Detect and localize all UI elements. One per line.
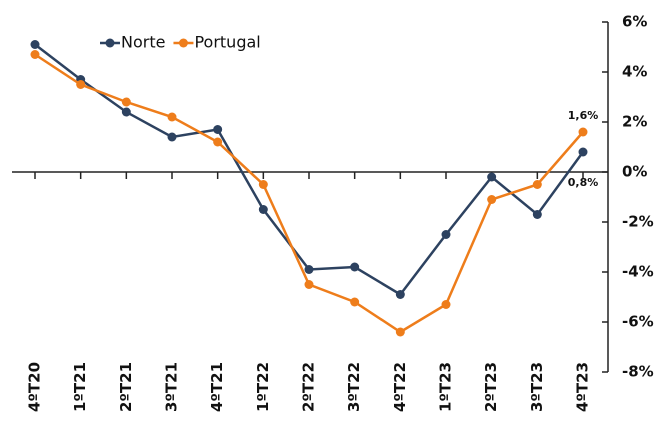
data-point: [167, 132, 177, 142]
data-point: [350, 297, 360, 307]
data-point: [578, 147, 588, 157]
data-point: [213, 137, 223, 147]
data-point: [350, 262, 360, 272]
y-tick-label: 0%: [622, 163, 647, 181]
data-point: [258, 180, 268, 189]
x-tick-label: 4ºT20: [26, 362, 44, 412]
data-point: [167, 112, 177, 122]
y-tick-label: -6%: [622, 313, 654, 331]
x-tick-label: 2ºT22: [300, 362, 318, 412]
x-tick-label: 1ºT23: [437, 362, 455, 412]
y-tick-label: -8%: [622, 363, 654, 381]
x-tick-label: 4ºT22: [391, 362, 409, 412]
data-point: [121, 107, 131, 117]
data-point: [30, 50, 40, 59]
data-point: [441, 230, 451, 239]
x-tick-label: 1ºT22: [254, 362, 272, 412]
data-point: [213, 125, 223, 134]
y-tick-label: -4%: [622, 263, 654, 281]
x-tick-label: 3ºT23: [528, 362, 546, 412]
data-point: [441, 300, 451, 309]
x-tick-label: 3ºT21: [163, 362, 181, 412]
data-point: [532, 180, 542, 189]
data-point: [30, 40, 40, 49]
y-tick-label: 2%: [622, 113, 647, 131]
series-line: [34, 53, 584, 334]
y-tick-label: 6%: [622, 13, 647, 31]
x-tick-label: 2ºT23: [482, 362, 500, 412]
x-tick-label: 4ºT23: [574, 362, 592, 412]
y-tick-label: -2%: [622, 213, 654, 231]
legend-label: Portugal: [194, 33, 260, 52]
data-label: 1,6%: [568, 109, 599, 122]
x-tick-label: 2ºT21: [117, 362, 135, 412]
data-point: [304, 265, 314, 274]
y-tick-label: 4%: [622, 63, 647, 81]
x-tick-label: 1ºT21: [71, 362, 89, 412]
data-point: [304, 280, 314, 289]
data-point: [258, 205, 268, 214]
legend-marker: [105, 38, 115, 48]
legend-label: Norte: [121, 33, 165, 52]
data-label: 0,8%: [568, 176, 599, 189]
data-point: [121, 97, 131, 107]
data-point: [487, 172, 497, 182]
data-point: [578, 127, 588, 137]
legend-marker: [178, 38, 188, 48]
series-line: [34, 43, 585, 297]
x-tick-label: 3ºT22: [345, 362, 363, 412]
data-point: [395, 290, 405, 299]
x-tick-label: 4ºT21: [208, 362, 226, 412]
data-point: [532, 210, 542, 219]
data-point: [395, 327, 405, 337]
data-point: [487, 195, 497, 204]
data-point: [76, 80, 86, 89]
